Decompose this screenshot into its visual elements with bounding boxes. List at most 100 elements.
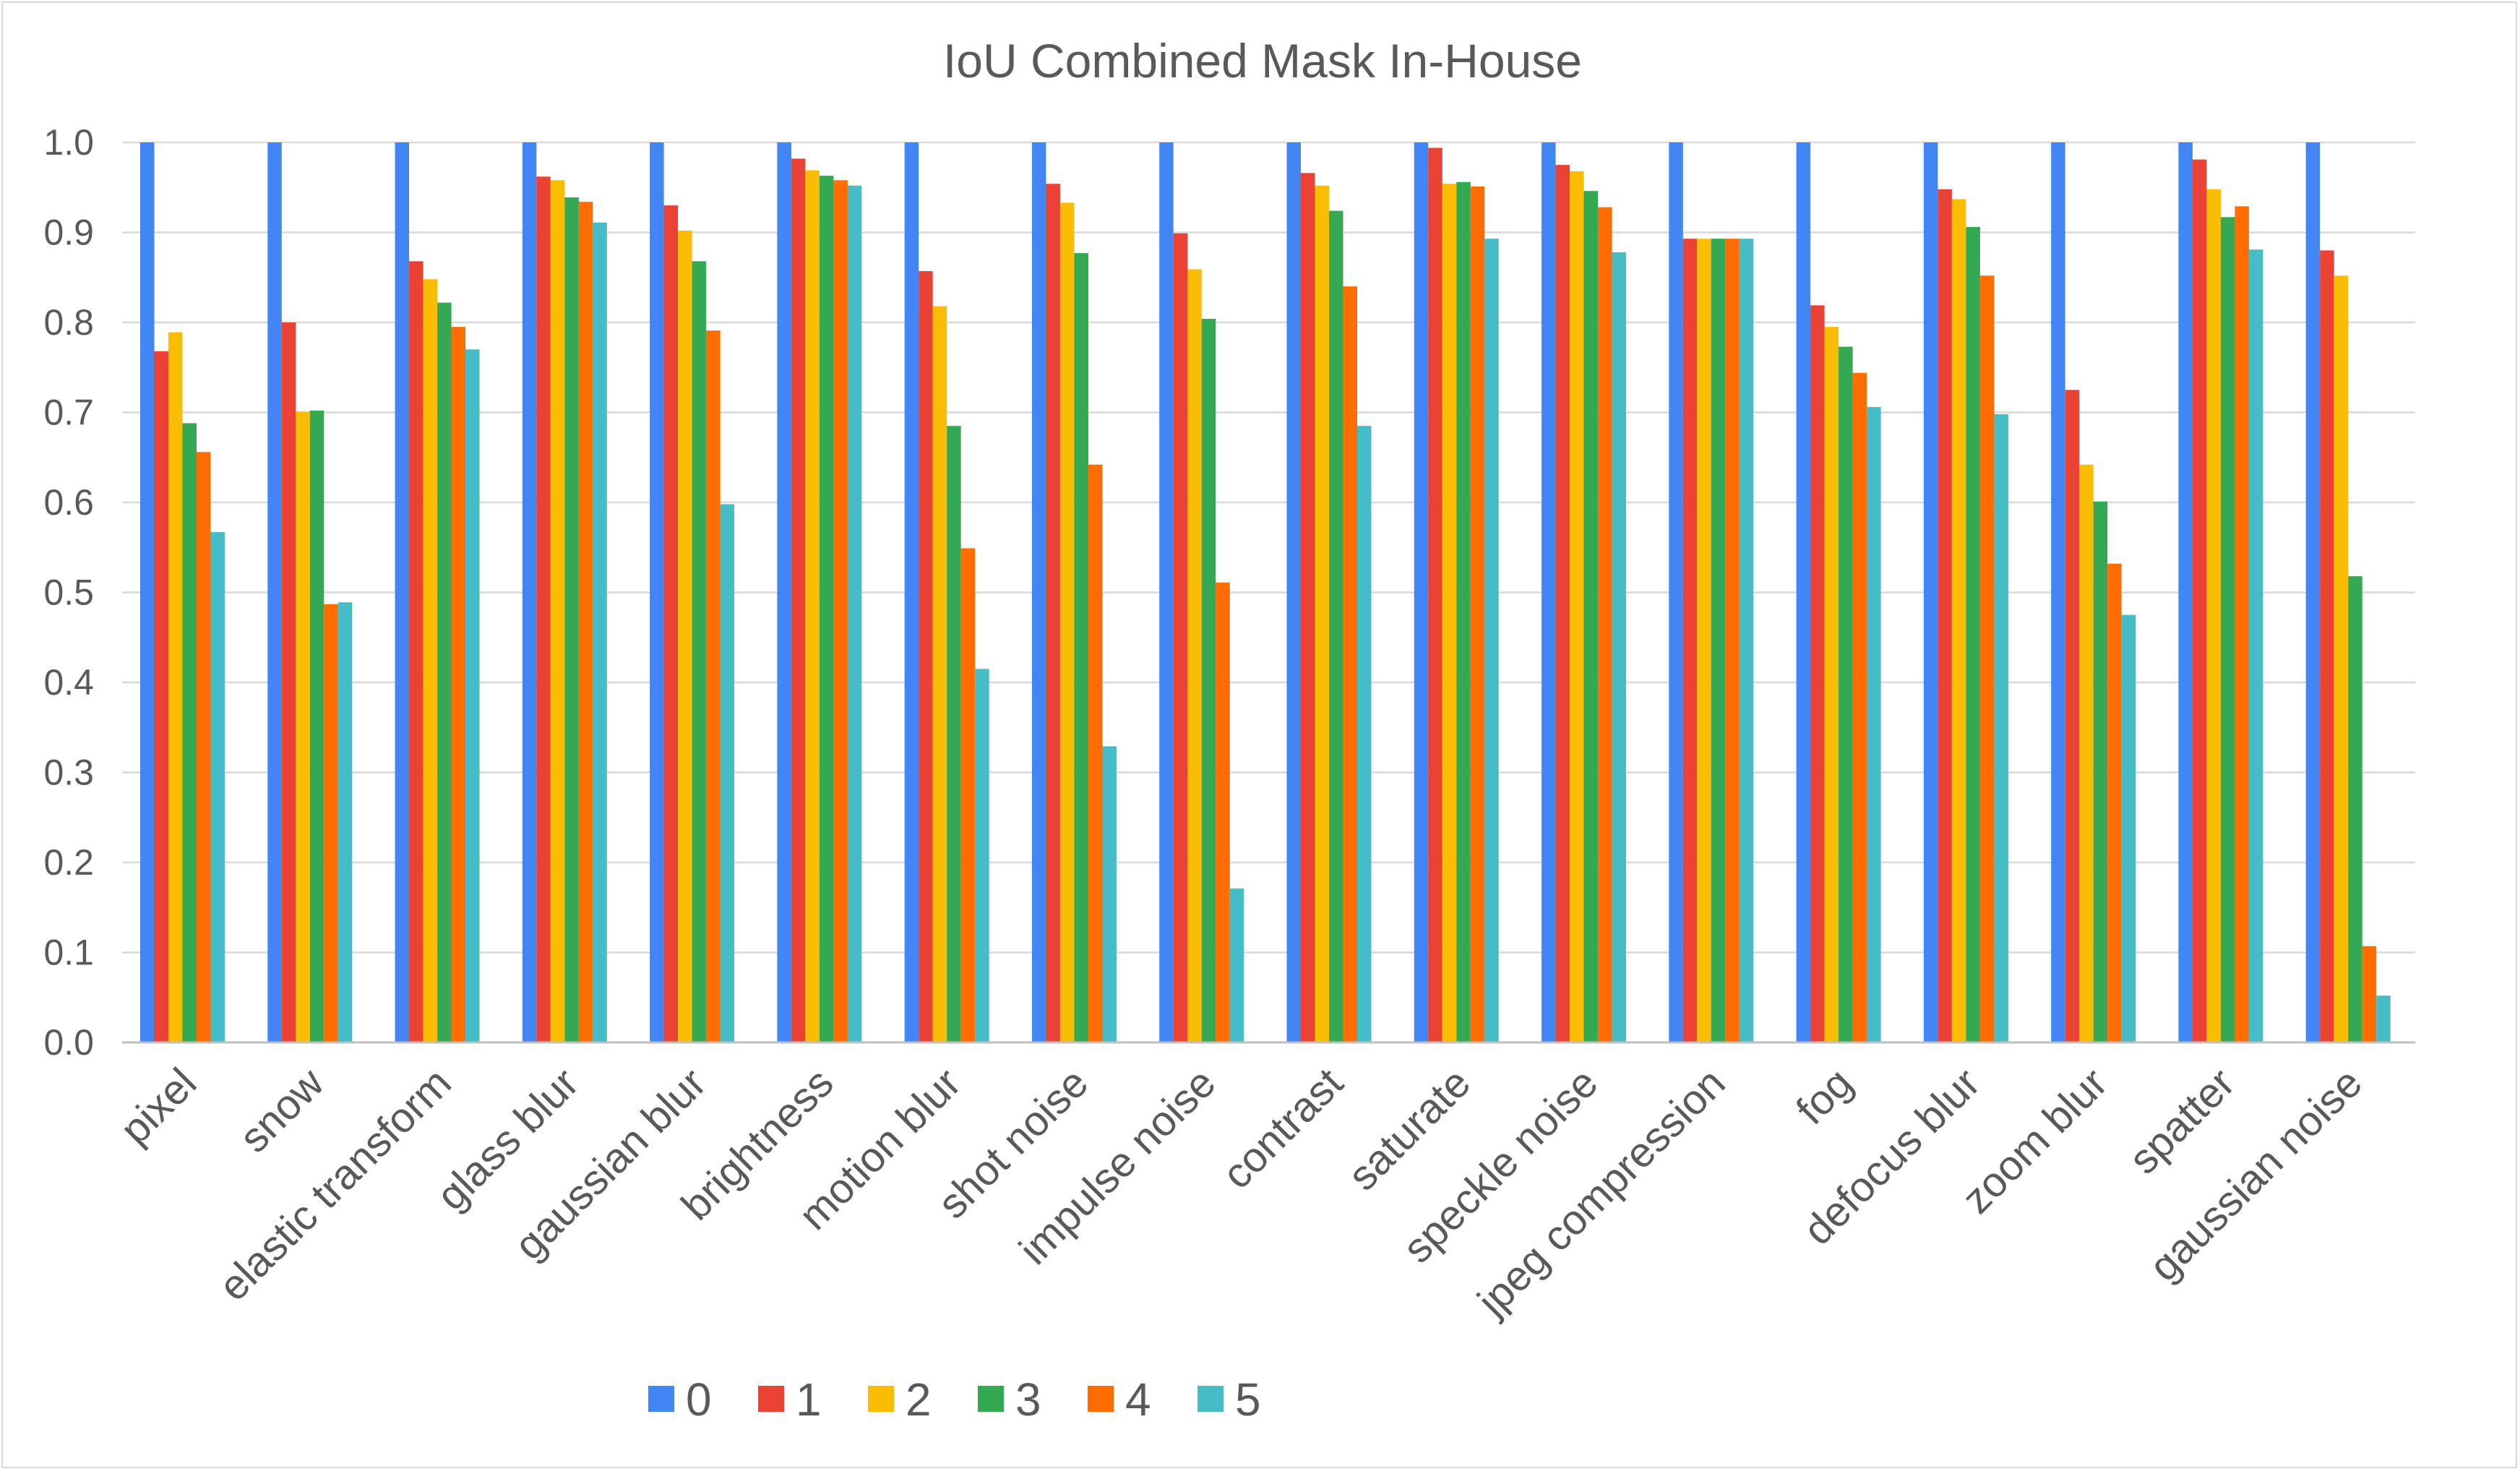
bar	[1570, 171, 1584, 1043]
bar-group	[2051, 142, 2136, 1043]
x-tick-label: pixel	[111, 1059, 205, 1153]
bar	[1824, 327, 1839, 1043]
bar	[522, 142, 537, 1042]
bar-group	[2305, 142, 2391, 1042]
bar	[1725, 239, 1740, 1043]
bar	[777, 142, 791, 1042]
bar	[919, 271, 933, 1042]
bar	[1951, 199, 1966, 1043]
bar	[154, 351, 168, 1043]
bar	[1315, 185, 1329, 1042]
bar	[536, 176, 551, 1042]
y-tick-label: 0.4	[43, 662, 94, 703]
y-tick-label: 0.7	[43, 393, 94, 433]
bar	[1088, 464, 1103, 1042]
bar	[1442, 184, 1457, 1042]
bar	[2206, 189, 2221, 1042]
bar	[281, 322, 296, 1042]
bar	[975, 669, 989, 1042]
bar	[1739, 239, 1754, 1043]
bar	[1669, 142, 1683, 1042]
bar	[2107, 563, 2122, 1042]
bar	[1074, 253, 1088, 1042]
y-tick-label: 0.8	[43, 302, 94, 343]
bar	[2192, 159, 2207, 1042]
bar	[409, 261, 423, 1043]
bar	[2362, 946, 2377, 1042]
bar	[1329, 210, 1343, 1042]
bars	[140, 142, 2391, 1043]
bar-group	[1923, 142, 2008, 1043]
bar	[2376, 995, 2391, 1042]
y-axis-ticks: 0.0 0.1 0.2 0.3 0.4 0.5 0.6 0.7 0.8 0.9 1.0	[43, 122, 94, 1063]
bar	[1301, 173, 1315, 1043]
bar	[437, 302, 452, 1042]
bar	[1102, 746, 1117, 1042]
bar	[1839, 346, 1853, 1042]
bar	[2305, 142, 2321, 1042]
bar	[1923, 142, 1938, 1042]
bar-group	[777, 142, 862, 1043]
bar	[451, 327, 466, 1043]
legend-label: 2	[906, 1374, 932, 1426]
bar	[1966, 227, 1980, 1042]
y-tick-label: 0.1	[43, 933, 94, 973]
bar	[296, 411, 310, 1042]
bar	[564, 197, 579, 1043]
bar	[1286, 142, 1301, 1042]
bar	[1187, 269, 1202, 1042]
x-tick-label: contrast	[1213, 1059, 1352, 1198]
bar	[309, 411, 324, 1042]
bar	[168, 332, 183, 1042]
bar-group	[1541, 142, 1627, 1043]
x-tick-label: spatter	[2120, 1059, 2243, 1183]
bar-group	[1414, 142, 1499, 1043]
bar-group	[395, 142, 480, 1043]
bar-group	[904, 142, 989, 1043]
bar	[1867, 407, 1881, 1042]
bar	[1470, 187, 1485, 1042]
bar-group	[1669, 142, 1754, 1043]
legend-item: 2	[868, 1374, 932, 1426]
bar	[337, 602, 353, 1042]
bar-chart: IoU Combined Mask In-House 0.00.10.20.30…	[43, 34, 2415, 1426]
bar-group	[1286, 142, 1372, 1043]
bar	[2121, 614, 2136, 1043]
bar	[720, 504, 735, 1042]
bar	[197, 452, 211, 1042]
bar	[819, 176, 834, 1042]
legend-label: 5	[1235, 1374, 1261, 1426]
bar-group	[522, 142, 607, 1043]
bar-group	[140, 142, 225, 1043]
bar	[324, 604, 338, 1042]
bar	[1938, 189, 1952, 1042]
legend-item: 0	[648, 1374, 712, 1426]
bar	[593, 222, 607, 1042]
bar	[2093, 501, 2108, 1042]
bar	[2178, 142, 2193, 1042]
bar	[1357, 426, 1372, 1042]
bar	[706, 330, 721, 1042]
bar	[947, 426, 961, 1042]
x-tick-label: jpeg compression	[1468, 1059, 1734, 1326]
bar	[1173, 233, 1188, 1042]
bar	[960, 548, 976, 1042]
bar	[805, 170, 820, 1043]
y-tick-label: 1.0	[43, 122, 94, 163]
bar	[2334, 275, 2349, 1042]
bar	[2065, 390, 2080, 1043]
bar	[650, 142, 664, 1042]
bar	[1711, 239, 1726, 1043]
bar	[1201, 319, 1216, 1042]
legend-swatch	[868, 1386, 894, 1412]
bar	[2320, 250, 2334, 1042]
legend-swatch	[1088, 1386, 1114, 1412]
x-tick-label: gaussian noise	[2140, 1059, 2371, 1290]
bar	[1697, 239, 1711, 1043]
bar	[1994, 414, 2008, 1042]
bar	[663, 205, 679, 1042]
bar	[2220, 217, 2235, 1043]
bar	[2051, 142, 2065, 1042]
